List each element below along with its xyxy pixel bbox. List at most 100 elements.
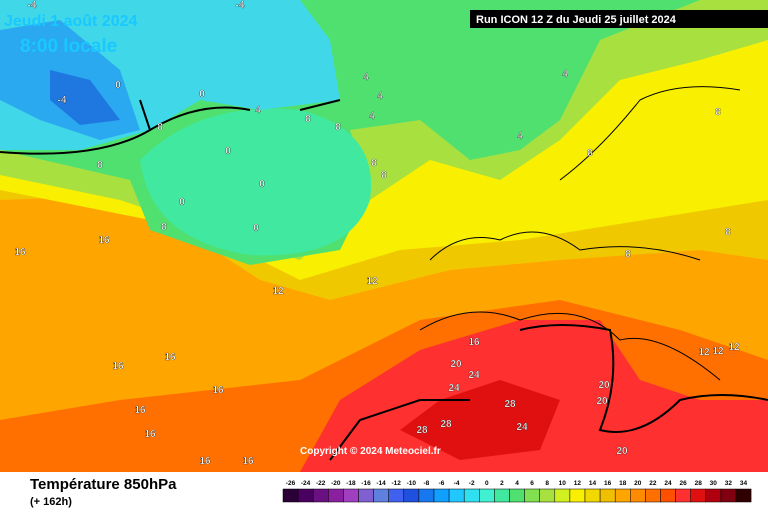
legend-swatch bbox=[312, 488, 329, 503]
legend-label: 18 bbox=[619, 480, 627, 487]
date-label: Jeudi 1 août 2024 bbox=[4, 13, 137, 30]
legend-label: -20 bbox=[331, 480, 341, 487]
legend-swatch bbox=[524, 488, 540, 503]
legend-swatch bbox=[630, 488, 646, 503]
legend-swatch bbox=[418, 488, 435, 503]
copyright: Copyright © 2024 Meteociel.fr bbox=[300, 446, 441, 457]
legend-label: 34 bbox=[740, 480, 748, 487]
legend-swatch bbox=[373, 488, 389, 503]
contour-label: 8 bbox=[157, 122, 163, 133]
legend-swatch bbox=[433, 488, 450, 503]
legend-label: -18 bbox=[346, 480, 356, 487]
contour-label: 16 bbox=[14, 247, 26, 258]
contour-label: 8 bbox=[97, 160, 103, 171]
contour-label: 28 bbox=[440, 419, 452, 430]
legend-swatch bbox=[343, 488, 359, 503]
contour-label: 20 bbox=[616, 446, 628, 457]
legend: -26 -24 -22 -20 -18 -16 -14 -12 -10 -8 -6 -4 -2 0 2 4 6 8… bbox=[282, 480, 752, 503]
contour-label: 24 bbox=[516, 422, 528, 433]
legend-label: 20 bbox=[634, 480, 642, 487]
contour-label: 16 bbox=[212, 385, 224, 396]
legend-label: -8 bbox=[424, 480, 430, 487]
legend-label: 22 bbox=[649, 480, 657, 487]
legend-label: -16 bbox=[361, 480, 371, 487]
contour-label: 20 bbox=[450, 359, 462, 370]
legend-swatch bbox=[448, 488, 465, 503]
legend-label: 26 bbox=[679, 480, 687, 487]
contour-label: 16 bbox=[98, 235, 110, 246]
legend-swatch bbox=[735, 488, 752, 503]
contour-label: 0 bbox=[115, 80, 121, 91]
legend-swatch bbox=[705, 488, 722, 503]
map bbox=[0, 0, 768, 472]
contour-label: 16 bbox=[468, 337, 480, 348]
contour-label: 20 bbox=[596, 396, 608, 407]
legend-swatch bbox=[328, 488, 344, 503]
legend-swatch bbox=[297, 488, 314, 503]
contour-label: 0 bbox=[225, 146, 231, 157]
legend-label: -12 bbox=[391, 480, 401, 487]
footer-lead: (+ 162h) bbox=[30, 496, 72, 508]
contour-label: 16 bbox=[112, 361, 124, 372]
contour-label: 16 bbox=[164, 352, 176, 363]
legend-swatch bbox=[509, 488, 525, 503]
legend-label: -22 bbox=[316, 480, 326, 487]
legend-swatch bbox=[584, 488, 601, 503]
contour-label: 24 bbox=[468, 370, 480, 381]
run-banner bbox=[470, 10, 768, 28]
legend-label: 4 bbox=[515, 480, 519, 487]
contour-label: -4 bbox=[236, 0, 245, 11]
legend-label: 2 bbox=[500, 480, 504, 487]
contour-label: 12 bbox=[366, 276, 378, 287]
legend-swatch bbox=[539, 488, 556, 503]
legend-label: -2 bbox=[469, 480, 475, 487]
contour-label: -4 bbox=[28, 0, 37, 11]
legend-swatch bbox=[660, 488, 676, 503]
legend-swatch bbox=[388, 488, 405, 503]
contour-label: 24 bbox=[448, 383, 460, 394]
contour-label: 8 bbox=[381, 170, 387, 181]
contour-label: 12 bbox=[712, 346, 724, 357]
legend-label: 32 bbox=[725, 480, 733, 487]
contour-label: 16 bbox=[199, 456, 211, 467]
legend-swatch bbox=[599, 488, 616, 503]
contour-label: 0 bbox=[199, 89, 205, 100]
contour-label: 16 bbox=[144, 429, 156, 440]
legend-swatch bbox=[479, 488, 495, 503]
contour-label: 4 bbox=[562, 69, 568, 80]
contour-label: 0 bbox=[253, 223, 259, 234]
legend-label: 30 bbox=[710, 480, 718, 487]
contour-labels: -4 -400-444444888000048888816161212161616… bbox=[14, 0, 740, 467]
legend-label: -10 bbox=[407, 480, 417, 487]
contour-label: 28 bbox=[504, 399, 516, 410]
contour-label: 16 bbox=[134, 405, 146, 416]
legend-swatch bbox=[720, 488, 737, 503]
contour-label: 8 bbox=[371, 158, 377, 169]
legend-label: 6 bbox=[530, 480, 534, 487]
contour-label: 8 bbox=[161, 222, 167, 233]
contour-label: 12 bbox=[728, 342, 740, 353]
legend-label: -4 bbox=[454, 480, 460, 487]
contour-label: 0 bbox=[179, 197, 185, 208]
legend-swatch bbox=[645, 488, 661, 503]
legend-swatch bbox=[614, 488, 631, 503]
legend-swatch bbox=[463, 488, 480, 503]
legend-label: 0 bbox=[485, 480, 489, 487]
time-label: 8:00 locale bbox=[20, 36, 117, 57]
legend-label: 12 bbox=[574, 480, 582, 487]
run-label: Run ICON 12 Z du Jeudi 25 juillet 2024 bbox=[476, 14, 677, 26]
legend-label: 8 bbox=[545, 480, 549, 487]
contour-label: 8 bbox=[335, 122, 341, 133]
contour-label: 4 bbox=[517, 131, 523, 142]
contour-label: -4 bbox=[58, 95, 67, 106]
contour-label: 8 bbox=[725, 227, 731, 238]
legend-swatch bbox=[675, 488, 691, 503]
contour-label: 8 bbox=[587, 148, 593, 159]
legend-swatch bbox=[569, 488, 586, 503]
legend-label: -24 bbox=[301, 480, 311, 487]
contour-label: 28 bbox=[416, 425, 428, 436]
contour-label: 12 bbox=[698, 347, 710, 358]
contour-label: 4 bbox=[255, 105, 261, 116]
contour-label: 4 bbox=[363, 72, 369, 83]
